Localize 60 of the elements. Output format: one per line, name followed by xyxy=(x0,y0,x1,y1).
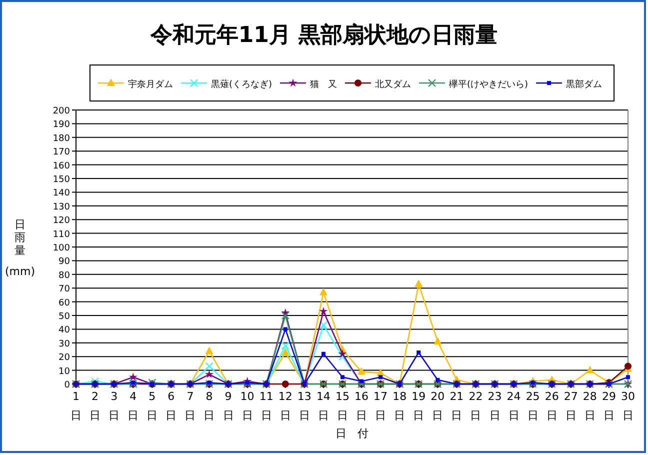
x-tick-label: 10日 xyxy=(240,390,254,422)
x-tick-label: 26日 xyxy=(544,390,559,422)
y-tick-label: 180 xyxy=(52,134,70,144)
x-tick-label: 25日 xyxy=(526,390,540,422)
x-tick-label: 19日 xyxy=(412,390,426,422)
x-tick-label: 5日 xyxy=(146,390,158,422)
legend-label: 宇奈月ダム xyxy=(128,79,173,90)
x-tick-label: 18日 xyxy=(392,390,407,422)
y-tick-label: 30 xyxy=(58,339,70,350)
x-tick-label: 13日 xyxy=(297,390,312,422)
x-tick-label: 20日 xyxy=(430,390,445,422)
y-tick-label: 100 xyxy=(52,244,70,254)
y-axis-title: 日雨量(mm) xyxy=(4,218,36,278)
x-tick-label: 24日 xyxy=(506,390,521,422)
x-tick-label: 8日 xyxy=(204,390,215,422)
x-tick-label: 27日 xyxy=(564,390,578,422)
y-tick-label: 60 xyxy=(58,298,70,308)
x-tick-label: 15日 xyxy=(335,390,350,422)
x-tick-label: 6日 xyxy=(166,390,177,422)
x-tick-label: 4日 xyxy=(128,390,139,422)
legend-label: 猫 又 xyxy=(310,79,337,90)
x-tick-label: 21日 xyxy=(450,390,464,422)
x-tick-label: 17日 xyxy=(374,390,388,422)
x-tick-label: 16日 xyxy=(354,390,369,422)
y-tick-label: 90 xyxy=(58,257,70,268)
legend-label: 欅平(けやきだいら) xyxy=(449,79,528,90)
y-tick-label: 140 xyxy=(52,188,70,199)
x-tick-label: 7日 xyxy=(184,390,196,422)
y-tick-label: 40 xyxy=(58,326,70,336)
chart-title: 令和元年11月 黒部扇状地の日雨量 xyxy=(149,22,498,48)
x-tick-label: 9日 xyxy=(222,390,234,422)
y-tick-label: 10 xyxy=(58,366,70,377)
x-tick-label: 3日 xyxy=(108,390,120,422)
y-tick-label: 150 xyxy=(52,175,70,185)
x-tick-label: 12日 xyxy=(278,390,292,422)
y-tick-label: 70 xyxy=(58,284,70,295)
x-tick-label: 23日 xyxy=(488,390,502,422)
y-tick-label: 160 xyxy=(52,161,70,172)
legend-label: 黒薙(くろなぎ) xyxy=(210,79,272,90)
x-tick-label: 30日 xyxy=(621,390,635,422)
y-tick-label: 170 xyxy=(52,148,70,158)
y-tick-label: 120 xyxy=(52,216,70,226)
y-tick-label: 200 xyxy=(52,106,70,116)
y-tick-label: 20 xyxy=(58,353,70,364)
y-tick-label: 80 xyxy=(58,270,70,281)
x-tick-label: 1日 xyxy=(70,390,82,422)
legend-label: 黒部ダム xyxy=(566,79,602,90)
x-tick-label: 11日 xyxy=(259,390,274,422)
x-tick-label: 2日 xyxy=(90,390,101,422)
y-tick-label: 130 xyxy=(52,202,70,212)
x-axis-title: 日 付 xyxy=(336,427,368,440)
x-tick-label: 22日 xyxy=(468,390,483,422)
legend-label: 北又ダム xyxy=(375,79,411,90)
x-tick-label: 14日 xyxy=(316,390,330,422)
y-tick-label: 190 xyxy=(52,120,70,130)
x-tick-label: 28日 xyxy=(582,390,597,422)
x-tick-label: 29日 xyxy=(602,390,616,422)
y-tick-label: 50 xyxy=(58,312,70,322)
y-tick-label: 110 xyxy=(52,230,70,240)
y-tick-label: 0 xyxy=(64,380,70,390)
